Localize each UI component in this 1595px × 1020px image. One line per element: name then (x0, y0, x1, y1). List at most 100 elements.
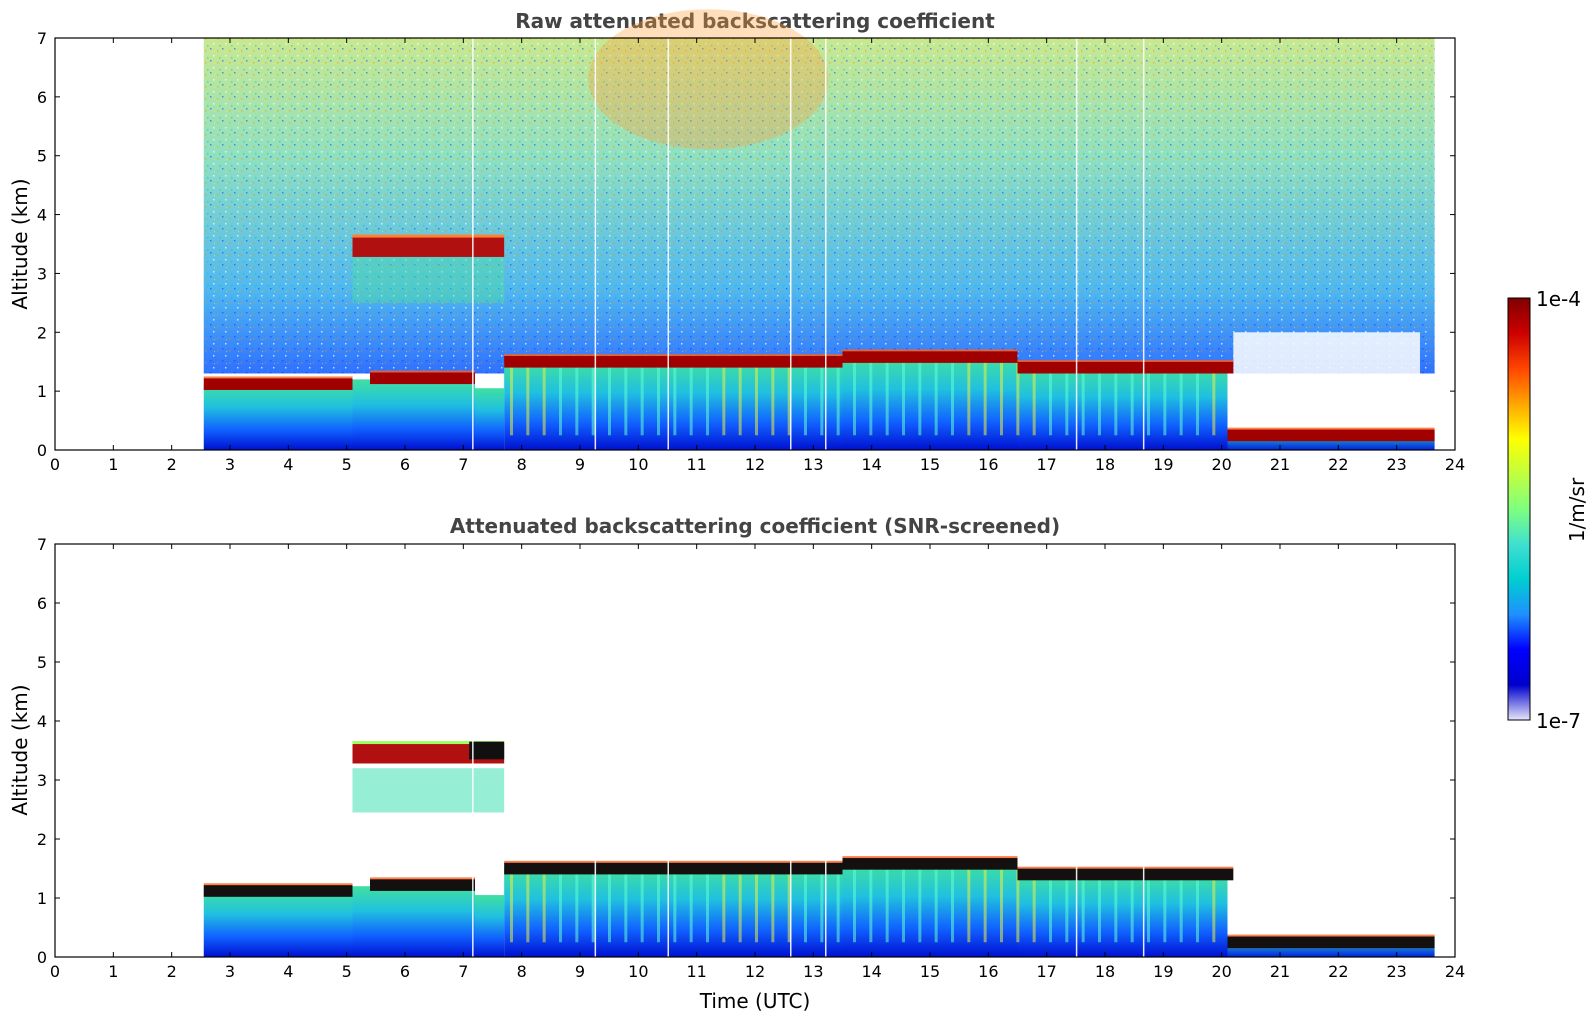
echo-streak (755, 364, 758, 436)
echo-streak (967, 361, 971, 436)
echo-streak (542, 871, 546, 943)
cloud-top-edge (203, 883, 353, 886)
cloud-top-layer (370, 372, 475, 385)
cloud-top-layer (842, 351, 1018, 363)
x-tick-label: 19 (1153, 962, 1173, 981)
y-tick-label: 3 (37, 771, 47, 790)
echo-streak (1163, 370, 1167, 436)
echo-streak (1179, 370, 1183, 436)
elevated-cloud-layer (352, 236, 505, 257)
y-tick-label: 4 (37, 712, 47, 731)
elevated-cloud-layer (352, 743, 505, 764)
echo-streak (1032, 370, 1036, 436)
echo-streak (640, 871, 644, 943)
x-tick-label: 10 (628, 962, 648, 981)
echo-streak (673, 364, 677, 436)
data-gap-line (667, 544, 669, 957)
x-tick-label: 3 (225, 962, 235, 981)
y-tick-label: 5 (37, 653, 47, 672)
y-tick-label: 0 (37, 948, 47, 967)
echo-streak (657, 871, 660, 943)
echo-streak (967, 868, 971, 943)
echo-streak (624, 364, 628, 436)
echo-streak (755, 871, 758, 943)
data-gap-line (1075, 38, 1078, 450)
x-tick-label: 14 (861, 962, 881, 981)
boundary-layer-echo (203, 384, 353, 450)
panel1-heatmap (203, 9, 1435, 450)
data-gap-line (1075, 544, 1078, 957)
data-gap-line (790, 38, 792, 450)
y-tick-label: 2 (37, 830, 47, 849)
echo-streak (771, 871, 775, 943)
echo-streak (951, 361, 954, 436)
data-gap-line (472, 544, 474, 957)
cloud-top-layer (1017, 361, 1234, 374)
x-tick-label: 19 (1153, 455, 1173, 474)
colorbar-min-label: 1e-7 (1536, 709, 1581, 733)
echo-streak (738, 364, 742, 436)
panel1-y-ticks: 0 1 2 3 4 5 6 7 (37, 29, 1455, 460)
panel2-title: Attenuated backscattering coefficient (S… (450, 514, 1060, 538)
x-axis-label: Time (UTC) (699, 989, 811, 1013)
data-gap-line (790, 544, 792, 957)
cloud-top-edge (1227, 427, 1435, 430)
cloud-top-edge (370, 877, 475, 880)
echo-streak (575, 871, 579, 943)
echo-streak (1016, 868, 1020, 943)
boundary-layer-echo (1017, 367, 1228, 450)
echo-streak (1049, 877, 1052, 943)
x-tick-label: 17 (1036, 962, 1056, 981)
echo-streak (1098, 370, 1101, 436)
boundary-layer-echo (475, 388, 505, 450)
x-tick-label: 23 (1386, 455, 1406, 474)
y-tick-label: 5 (37, 147, 47, 166)
x-tick-label: 1 (108, 455, 118, 474)
x-tick-label: 6 (400, 962, 410, 981)
x-tick-label: 5 (342, 962, 352, 981)
panel1-y-axis-label: Altitude (km) (8, 178, 32, 309)
echo-streak (526, 364, 530, 436)
echo-streak (1114, 877, 1118, 943)
cloud-top-layer (203, 378, 353, 390)
x-tick-label: 7 (458, 455, 468, 474)
echo-streak (738, 871, 742, 943)
sky-clear-gap (1233, 332, 1420, 427)
echo-streak (869, 868, 873, 943)
echo-streak (787, 364, 791, 436)
echo-streak (1147, 370, 1150, 436)
data-gap-line (1142, 38, 1145, 450)
echo-streak (902, 361, 905, 436)
x-tick-label: 9 (575, 962, 585, 981)
echo-streak (885, 868, 889, 943)
x-tick-label: 2 (167, 455, 177, 474)
echo-streak (1212, 370, 1216, 436)
x-tick-label: 22 (1328, 962, 1348, 981)
x-tick-label: 4 (283, 455, 293, 474)
panel2-y-axis-label: Altitude (km) (8, 684, 32, 815)
elevated-cloud-edge (352, 234, 505, 238)
colorbar (1507, 297, 1531, 721)
echo-streak (673, 871, 677, 943)
echo-streak (526, 871, 530, 943)
y-tick-label: 1 (37, 889, 47, 908)
boundary-layer-echo (352, 379, 475, 450)
echo-streak (1179, 877, 1183, 943)
data-gap-line (594, 38, 597, 450)
echo-streak (983, 868, 987, 943)
echo-streak (918, 868, 922, 943)
echo-streak (1000, 361, 1003, 436)
echo-streak (1081, 370, 1085, 436)
cloud-top-layer (1017, 868, 1234, 881)
colorbar-max-label: 1e-4 (1536, 287, 1581, 311)
x-tick-label: 12 (745, 962, 765, 981)
x-tick-label: 21 (1270, 962, 1290, 981)
cloud-top-edge (1017, 359, 1234, 362)
echo-streak (804, 364, 807, 436)
data-gap-line (594, 544, 597, 957)
echo-streak (575, 364, 579, 436)
echo-streak (706, 364, 709, 436)
x-tick-label: 0 (50, 455, 60, 474)
x-tick-label: 21 (1270, 455, 1290, 474)
